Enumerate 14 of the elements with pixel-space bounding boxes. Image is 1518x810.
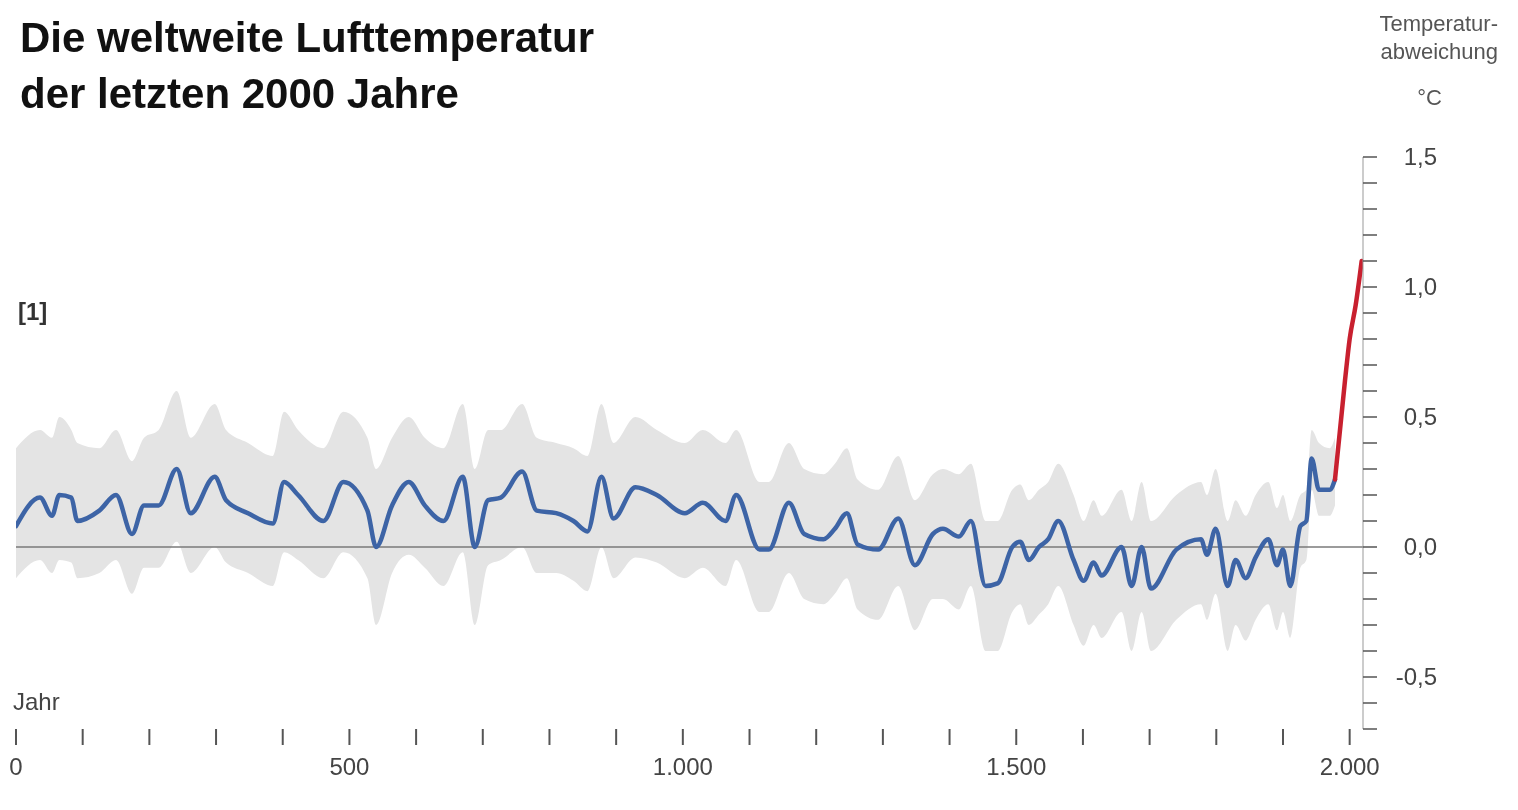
x-tick-label: 500: [329, 753, 370, 780]
x-tick-label: 2.000: [1319, 753, 1380, 780]
y-tick-label: -0,5: [1395, 663, 1437, 690]
y-axis-title: Temperatur- abweichung °C: [1379, 10, 1498, 112]
x-tick-label: 0: [9, 753, 23, 780]
y-tick-label: 1,5: [1403, 143, 1437, 170]
annotation: [1]: [18, 298, 48, 326]
x-axis-title: Jahr: [13, 688, 60, 716]
x-tick-label: 1.000: [652, 753, 713, 780]
y-tick-label: 0,0: [1403, 533, 1437, 560]
y-tick-label: 0,5: [1403, 403, 1437, 430]
chart-title: Die weltweite Lufttemperatur der letzten 2000 Jahre: [20, 13, 595, 119]
x-tick-label: 1.500: [986, 753, 1047, 780]
y-tick-label: 1,0: [1403, 273, 1437, 300]
